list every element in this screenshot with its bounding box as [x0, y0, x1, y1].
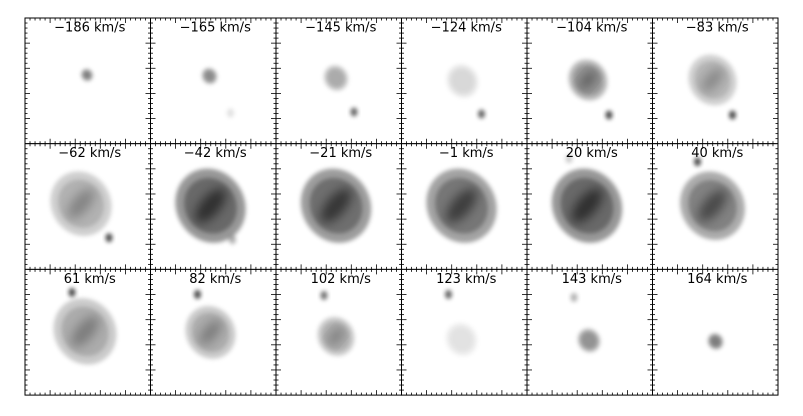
secondary-source	[350, 107, 358, 117]
channel-panel: −42 km/s	[150, 143, 277, 270]
emission-body	[450, 68, 475, 94]
channel-panel: 164 km/s	[652, 268, 779, 396]
channel-panel: 123 km/s	[401, 268, 528, 396]
velocity-label: −104 km/s	[556, 21, 627, 36]
emission-body	[449, 326, 474, 352]
secondary-source	[194, 289, 201, 299]
emission-core	[71, 316, 99, 347]
velocity-label: 40 km/s	[691, 146, 743, 161]
emission-body	[709, 335, 722, 348]
channel-panel: −145 km/s	[275, 17, 402, 145]
velocity-label: −1 km/s	[439, 146, 494, 161]
velocity-label: 164 km/s	[687, 272, 748, 287]
emission-core	[702, 68, 723, 92]
velocity-label: 123 km/s	[436, 272, 497, 287]
channel-panel: −1 km/s	[401, 143, 528, 270]
secondary-source	[605, 110, 613, 120]
emission-core	[571, 188, 603, 223]
velocity-label: −83 km/s	[686, 21, 749, 36]
velocity-label: 82 km/s	[189, 272, 241, 287]
emission-body	[326, 68, 346, 88]
channel-panel: −186 km/s	[24, 17, 151, 145]
channel-panel: −165 km/s	[150, 17, 277, 145]
secondary-source	[227, 108, 234, 118]
secondary-source	[478, 109, 485, 119]
secondary-source	[694, 157, 701, 167]
velocity-label: 61 km/s	[64, 272, 116, 287]
velocity-label: −165 km/s	[180, 21, 251, 36]
velocity-label: −186 km/s	[54, 21, 125, 36]
velocity-label: 143 km/s	[562, 272, 623, 287]
secondary-source	[229, 235, 236, 245]
emission-body	[82, 70, 92, 80]
velocity-label: −124 km/s	[431, 21, 502, 36]
velocity-label: 20 km/s	[566, 146, 618, 161]
velocity-label: −42 km/s	[184, 146, 247, 161]
channel-panel: 61 km/s	[24, 268, 151, 396]
secondary-source	[68, 287, 76, 297]
secondary-source	[570, 292, 578, 302]
emission-body	[580, 331, 598, 350]
channel-panel: 143 km/s	[526, 268, 653, 396]
channel-panel: −124 km/s	[401, 17, 528, 145]
channel-panel: 82 km/s	[150, 268, 277, 396]
emission-core	[327, 327, 345, 346]
emission-core	[698, 189, 727, 222]
secondary-source	[445, 289, 452, 299]
panel-frame	[652, 268, 779, 396]
secondary-source	[565, 154, 573, 164]
velocity-label: −62 km/s	[58, 146, 121, 161]
emission-core	[67, 188, 95, 219]
velocity-label: −145 km/s	[305, 21, 376, 36]
secondary-source	[105, 233, 113, 243]
emission-core	[320, 188, 352, 223]
channel-panel: −104 km/s	[526, 17, 653, 145]
secondary-source	[729, 110, 736, 120]
channel-panel: −83 km/s	[652, 17, 779, 145]
channel-panel: 20 km/s	[526, 143, 653, 270]
panel-background	[652, 269, 778, 396]
emission-core	[199, 320, 222, 345]
channel-panel: −21 km/s	[275, 143, 402, 270]
velocity-label: −21 km/s	[309, 146, 372, 161]
channel-panel: 40 km/s	[652, 143, 779, 270]
emission-body	[203, 70, 216, 82]
emission-core	[446, 188, 477, 223]
channel-panel: 102 km/s	[275, 268, 402, 396]
secondary-source	[320, 290, 328, 300]
emission-core	[579, 70, 597, 90]
channel-panel: −62 km/s	[24, 143, 151, 270]
emission-core	[195, 188, 226, 223]
velocity-label: 102 km/s	[311, 272, 372, 287]
